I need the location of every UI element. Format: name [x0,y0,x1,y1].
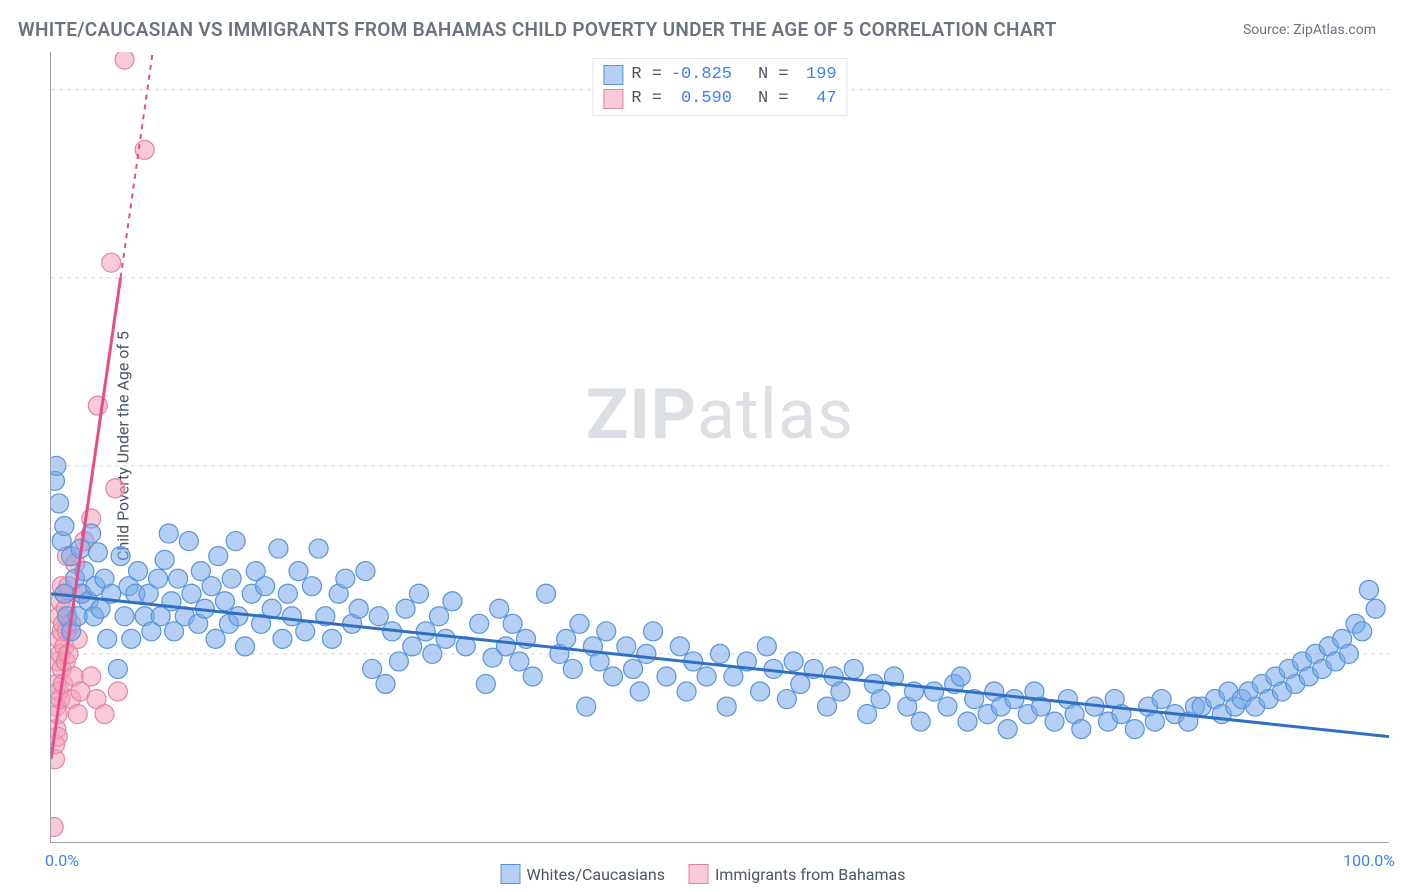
legend-item-blue: Whites/Caucasians [501,864,665,884]
swatch-pink-icon [689,864,709,884]
correlation-legend: R = -0.825 N = 199 R = 0.590 N = 47 [592,58,847,116]
plot-area: ZIPatlas R = -0.825 N = 199 R = 0.590 N … [50,52,1389,843]
x-axis-end-label: 100.0% [1343,851,1395,870]
r-value-blue: -0.825 [670,63,732,87]
legend-item-pink: Immigrants from Bahamas [689,864,906,884]
x-axis-start-label: 0.0% [45,851,79,870]
y-tick-label: 25.0% [1399,644,1406,663]
n-value-pink: 47 [797,87,837,111]
n-label-pink: N = [758,87,789,111]
legend-row-blue: R = -0.825 N = 199 [603,63,836,87]
r-value-pink: 0.590 [670,87,732,111]
y-tick-label: 75.0% [1399,268,1406,287]
swatch-pink [603,89,623,109]
series-legend: Whites/Caucasians Immigrants from Bahama… [501,864,906,884]
legend-label-blue: Whites/Caucasians [527,865,665,884]
chart-container: WHITE/CAUCASIAN VS IMMIGRANTS FROM BAHAM… [0,0,1406,892]
swatch-blue [603,65,623,85]
r-label-blue: R = [631,63,662,87]
r-label-pink: R = [631,87,662,111]
legend-row-pink: R = 0.590 N = 47 [603,87,836,111]
n-value-blue: 199 [797,63,837,87]
y-tick-label: 100.0% [1399,80,1406,99]
n-label-blue: N = [758,63,789,87]
source-prefix: Source: [1243,22,1293,38]
swatch-blue-icon [501,864,521,884]
y-tick-label: 50.0% [1399,456,1406,475]
source-name: ZipAtlas.com [1293,22,1376,38]
source-attribution: Source: ZipAtlas.com [1243,22,1376,38]
chart-svg [51,52,1389,842]
legend-label-pink: Immigrants from Bahamas [715,865,906,884]
chart-title: WHITE/CAUCASIAN VS IMMIGRANTS FROM BAHAM… [18,18,1057,41]
